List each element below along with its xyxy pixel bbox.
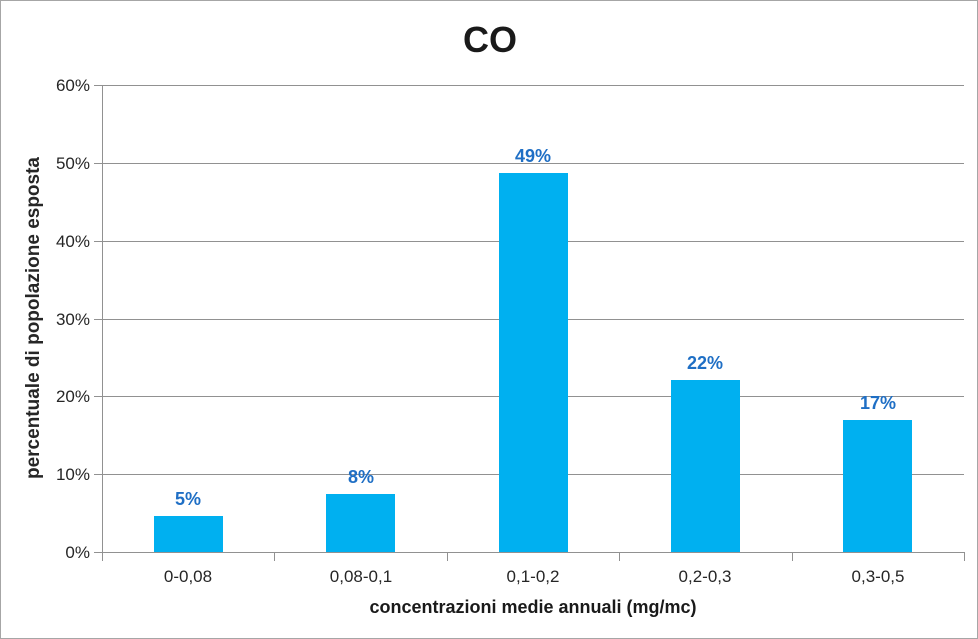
chart-title: CO [463,19,517,60]
bar-value-label: 17% [859,393,897,413]
bar-value-label: 49% [514,146,552,166]
y-tick-label: 50% [55,154,90,173]
y-axis-tick [94,85,102,86]
bar-0,1-0,2 [499,173,568,552]
x-category-label: 0-0,08 [163,567,213,586]
bar-value-label: 5% [174,489,201,509]
y-axis-tick [94,552,102,553]
bar-0,2-0,3 [671,380,740,552]
y-tick-label: 30% [55,310,90,329]
y-axis-tick [94,163,102,164]
y-axis-tick [94,319,102,320]
x-axis-title: concentrazioni medie annuali (mg/mc) [369,597,697,617]
y-tick-label: 0% [65,543,90,562]
gridline [102,163,964,164]
gridline [102,85,964,86]
bar-0-0,08 [154,516,223,552]
y-axis-line [102,85,103,553]
x-axis-tick [447,553,448,561]
x-category-label: 0,3-0,5 [851,567,905,586]
y-tick-label: 40% [55,232,90,251]
y-axis-tick [94,396,102,397]
x-category-label: 0,1-0,2 [506,567,560,586]
x-axis-tick [792,553,793,561]
bar-value-label: 8% [347,467,374,487]
bar-value-label: 22% [686,353,724,373]
y-axis-tick [94,241,102,242]
bar-0,3-0,5 [843,420,912,552]
x-axis-line [102,552,965,553]
y-axis-tick [94,474,102,475]
x-axis-tick [102,553,103,561]
y-tick-label: 60% [55,76,90,95]
x-category-label: 0,08-0,1 [329,567,393,586]
x-axis-tick [274,553,275,561]
x-axis-tick [619,553,620,561]
y-tick-label: 10% [55,465,90,484]
bar-0,08-0,1 [326,494,395,552]
x-category-label: 0,2-0,3 [678,567,732,586]
y-tick-label: 20% [55,387,90,406]
x-axis-tick [964,553,965,561]
